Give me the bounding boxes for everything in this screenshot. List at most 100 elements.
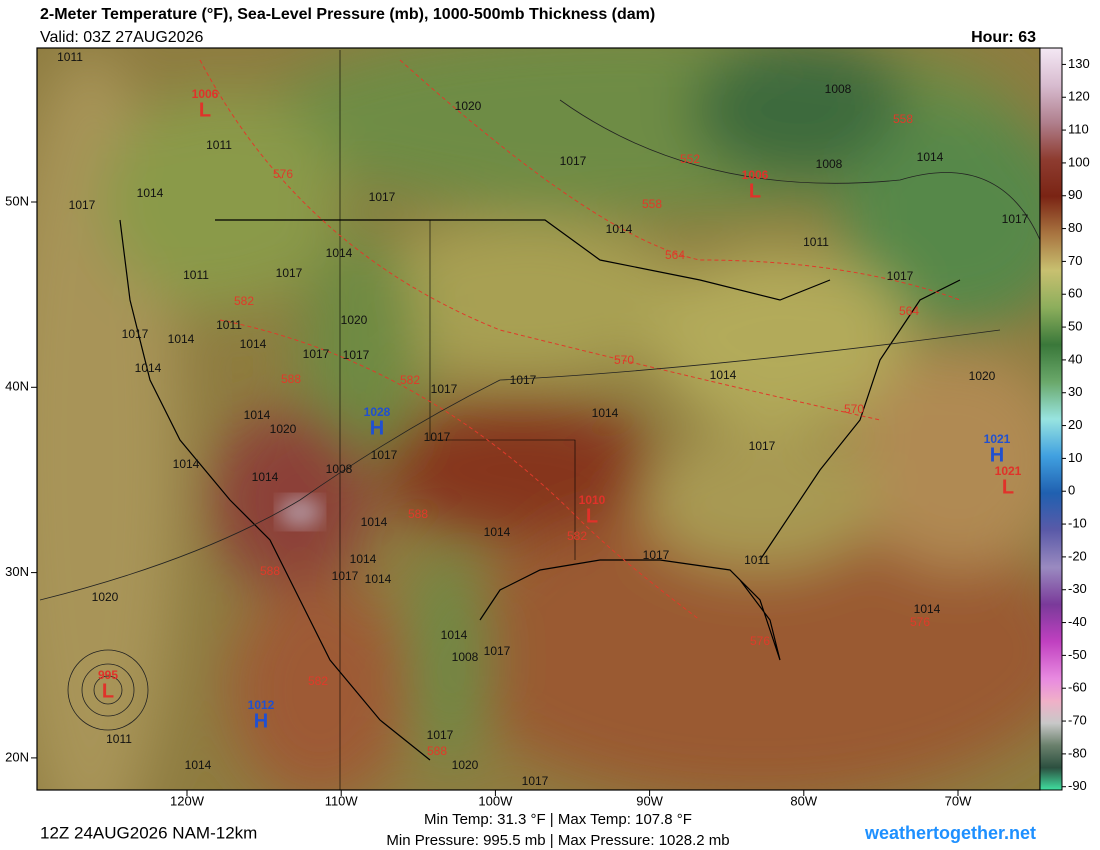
- isobar-label: 1014: [135, 361, 162, 375]
- thickness-label: 588: [260, 564, 280, 578]
- isobar-label: 1017: [749, 439, 776, 453]
- center-kind: L: [749, 180, 761, 202]
- thickness-label: 582: [567, 529, 587, 543]
- thickness-contours: [199, 59, 961, 621]
- isobar-label: 1017: [332, 569, 359, 583]
- colorbar-label: 70: [1068, 253, 1082, 268]
- isobar-label: 1017: [424, 430, 451, 444]
- center-kind: L: [1002, 476, 1014, 498]
- axes: 50N 40N 30N 20N 120W 110W 100W 90W 80W 70W 130 120 1…: [5, 56, 1090, 809]
- isobar-label: 1014: [137, 186, 164, 200]
- isobar-label: 1020: [455, 99, 482, 113]
- colorbar-label: 0: [1068, 483, 1075, 498]
- thickness-label: 588: [427, 744, 447, 758]
- isobar-label: 1011: [803, 235, 829, 249]
- isobar-label: 1008: [326, 462, 353, 476]
- isobar-label: 1017: [643, 548, 670, 562]
- colorbar-label: 30: [1068, 384, 1082, 399]
- isobar-label: 1014: [441, 628, 468, 642]
- center-kind: L: [199, 99, 211, 121]
- title: 2-Meter Temperature (°F), Sea-Level Pres…: [40, 6, 655, 23]
- thickness-label: 588: [408, 507, 428, 521]
- map-labels: 1006L1006L1028H1010L1021H1021L1012H995L1…: [57, 50, 1029, 788]
- colorbar-label: 50: [1068, 319, 1082, 334]
- isobar-label: 1011: [57, 50, 83, 64]
- center-value: 1012: [248, 698, 275, 712]
- isobar-label: 1017: [427, 728, 454, 742]
- isobar-label: 1017: [560, 154, 587, 168]
- temp-range: Min Temp: 31.3 °F | Max Temp: 107.8 °F: [424, 811, 692, 828]
- thickness-label: 582: [400, 373, 420, 387]
- lat-label: 40N: [5, 379, 29, 394]
- isobar-label: 1014: [606, 222, 633, 236]
- thickness-label: 558: [893, 112, 913, 126]
- colorbar-label: -40: [1068, 614, 1087, 629]
- isobar-label: 1014: [710, 368, 737, 382]
- colorbar: [1039, 47, 1063, 791]
- map: 1006L1006L1028H1010L1021H1021L1012H995L1…: [37, 48, 1040, 790]
- thickness-label: 576: [273, 167, 293, 181]
- isobar-label: 1014: [185, 758, 212, 772]
- isobar-label: 1008: [816, 157, 843, 171]
- isobar-label: 1014: [917, 150, 944, 164]
- center-value: 1006: [192, 87, 219, 101]
- isobar-label: 1017: [343, 348, 370, 362]
- isobar-label: 1017: [371, 448, 398, 462]
- isobar-label: 1014: [361, 515, 388, 529]
- isobar-label: 1020: [92, 590, 119, 604]
- hot-spot: [278, 496, 322, 528]
- isobar-label: 1020: [452, 758, 479, 772]
- isobar-label: 1014: [365, 572, 392, 586]
- valid-time: Valid: 03Z 27AUG2026: [40, 29, 203, 46]
- lon-label: 80W: [790, 793, 817, 808]
- site-link[interactable]: weathertogether.net: [864, 823, 1036, 843]
- isobar-label: 1017: [276, 266, 303, 280]
- center-value: 1006: [742, 168, 769, 182]
- pressure-range: Min Pressure: 995.5 mb | Max Pressure: 1…: [386, 832, 729, 849]
- lon-label: 70W: [945, 793, 972, 808]
- boundaries: [119, 50, 961, 790]
- colorbar-label: 110: [1068, 122, 1089, 137]
- colorbar-label: 100: [1068, 154, 1090, 169]
- lon-label: 100W: [478, 793, 513, 808]
- center-kind: L: [586, 505, 598, 527]
- thickness-label: 558: [642, 197, 662, 211]
- center-kind: H: [370, 417, 384, 439]
- thickness-label: 582: [234, 294, 254, 308]
- forecast-hour: Hour: 63: [971, 29, 1036, 46]
- isobar-label: 1017: [1002, 212, 1029, 226]
- center-value: 995: [98, 668, 118, 682]
- isobars: [39, 99, 1040, 731]
- isobar-label: 1020: [270, 422, 297, 436]
- lat-label: 50N: [5, 193, 29, 208]
- isobar-label: 1008: [452, 650, 479, 664]
- isobar-label: 1011: [183, 268, 209, 282]
- colorbar-label: 20: [1068, 417, 1082, 432]
- isobar-label: 1014: [326, 246, 353, 260]
- isobar-label: 1014: [484, 525, 511, 539]
- isobar-label: 1017: [431, 382, 458, 396]
- colorbar-label: -80: [1068, 745, 1087, 760]
- colorbar-label: 120: [1068, 89, 1090, 104]
- center-value: 1028: [364, 405, 391, 419]
- isobar-label: 1017: [522, 774, 549, 788]
- isobar-label: 1011: [106, 732, 132, 746]
- thickness-label: 582: [308, 674, 328, 688]
- run-info: 12Z 24AUG2026 NAM-12km: [40, 823, 257, 842]
- isobar-label: 1020: [341, 313, 368, 327]
- isobar-label: 1014: [592, 406, 619, 420]
- thickness-label: 570: [614, 353, 634, 367]
- lon-label: 110W: [325, 793, 359, 808]
- temperature-field: [37, 48, 1040, 790]
- isobar-label: 1020: [969, 369, 996, 383]
- isobar-label: 1017: [369, 190, 396, 204]
- isobar-label: 1014: [240, 337, 267, 351]
- isobar-label: 1017: [887, 269, 914, 283]
- isobar-label: 1017: [484, 644, 511, 658]
- center-value: 1021: [984, 432, 1011, 446]
- isobar-label: 1017: [303, 347, 330, 361]
- colorbar-label: -50: [1068, 647, 1087, 662]
- center-value: 1021: [995, 464, 1022, 478]
- colorbar-label: 60: [1068, 286, 1082, 301]
